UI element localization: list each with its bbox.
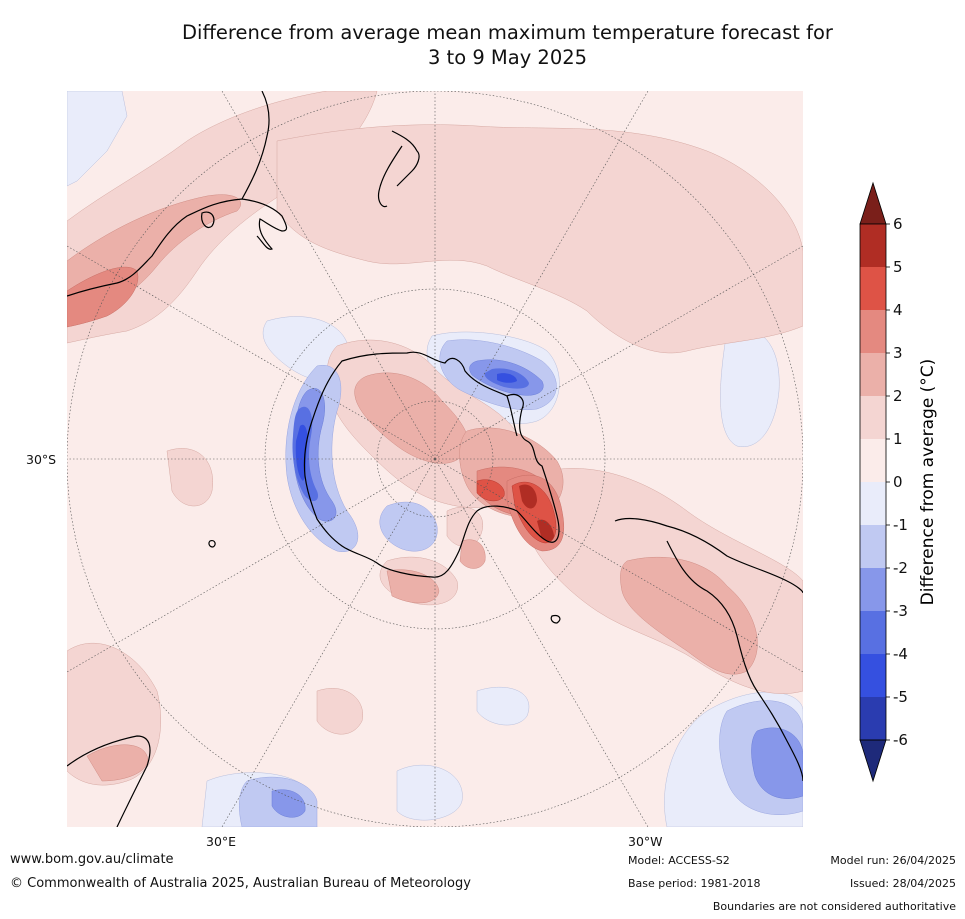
colorbar-segment-neg1	[860, 525, 886, 568]
graticule	[67, 91, 803, 827]
colorbar-tick-label: -2	[893, 559, 908, 577]
colorbar-tick-label: 4	[893, 301, 903, 319]
colorbar-tick-label: 0	[893, 473, 903, 491]
footer-issued: Issued: 28/04/2025	[849, 877, 956, 890]
colorbar-segments	[859, 181, 887, 783]
colorbar-arrow-bottom	[859, 739, 887, 783]
south-america-coast	[614, 517, 803, 782]
colorbar-tick-label: -3	[893, 602, 908, 620]
colorbar-tick-label: 2	[893, 387, 903, 405]
colorbar-tick-label: 5	[893, 258, 903, 276]
title-line-2: 3 to 9 May 2025	[427, 46, 588, 69]
antarctica-coast	[303, 351, 560, 578]
colorbar-segment-neg4	[860, 654, 886, 697]
colorbar-segment-pos0	[860, 439, 886, 482]
lon-label-30e: 30°E	[206, 834, 237, 849]
africa-coast	[67, 735, 151, 827]
tasmania-coast	[201, 211, 215, 229]
colorbar-segment-pos2	[860, 353, 886, 396]
australia-coast	[67, 91, 288, 297]
colorbar-segment-neg3	[860, 611, 886, 654]
colorbar-segment-neg5	[860, 697, 886, 740]
colorbar-tick-marks	[886, 223, 890, 741]
colorbar-arrow-top	[859, 181, 887, 225]
footer-model-run: Model run: 26/04/2025	[830, 854, 956, 867]
colorbar-segment-neg2	[860, 568, 886, 611]
colorbar-segment-pos4	[860, 267, 886, 310]
colorbar-tick-label: -1	[893, 516, 908, 534]
lat-label-30s: 30°S	[26, 452, 57, 467]
chart-title: Difference from average mean maximum tem…	[0, 20, 965, 70]
title-line-1: Difference from average mean maximum tem…	[182, 21, 833, 44]
colorbar-tick-label: -6	[893, 731, 908, 749]
coastlines	[67, 91, 803, 827]
colorbar-tick-label: -5	[893, 688, 908, 706]
colorbar-segment-neg0	[860, 482, 886, 525]
colorbar-tick-label: -4	[893, 645, 908, 663]
colorbar-segment-pos5	[860, 224, 886, 267]
new-zealand-coast	[377, 130, 420, 208]
footer-url[interactable]: www.bom.gov.au/climate	[10, 852, 174, 867]
colorbar	[859, 181, 890, 783]
colorbar-tick-label: 3	[893, 344, 903, 362]
map-svg	[67, 91, 803, 827]
latitude-circle-60s	[264, 288, 606, 630]
footer-base-period: Base period: 1981-2018	[628, 877, 761, 890]
colorbar-tick-label: 6	[893, 215, 903, 233]
antarctic-peninsula	[506, 395, 518, 437]
footer-disclaimer: Boundaries are not considered authoritat…	[712, 900, 956, 913]
latitude-circle-75s	[376, 400, 494, 518]
polar-map[interactable]	[67, 91, 803, 827]
colorbar-segment-pos3	[860, 310, 886, 353]
footer-model: Model: ACCESS-S2	[628, 854, 730, 867]
colorbar-tick-label: 1	[893, 430, 903, 448]
colorbar-segment-pos1	[860, 396, 886, 439]
anomaly-pos5-areas	[519, 484, 554, 542]
footer-copyright: © Commonwealth of Australia 2025, Austra…	[10, 876, 471, 891]
small-islands	[208, 540, 561, 624]
colorbar-title: Difference from average (°C)	[918, 358, 938, 606]
lon-label-30w: 30°W	[628, 834, 663, 849]
